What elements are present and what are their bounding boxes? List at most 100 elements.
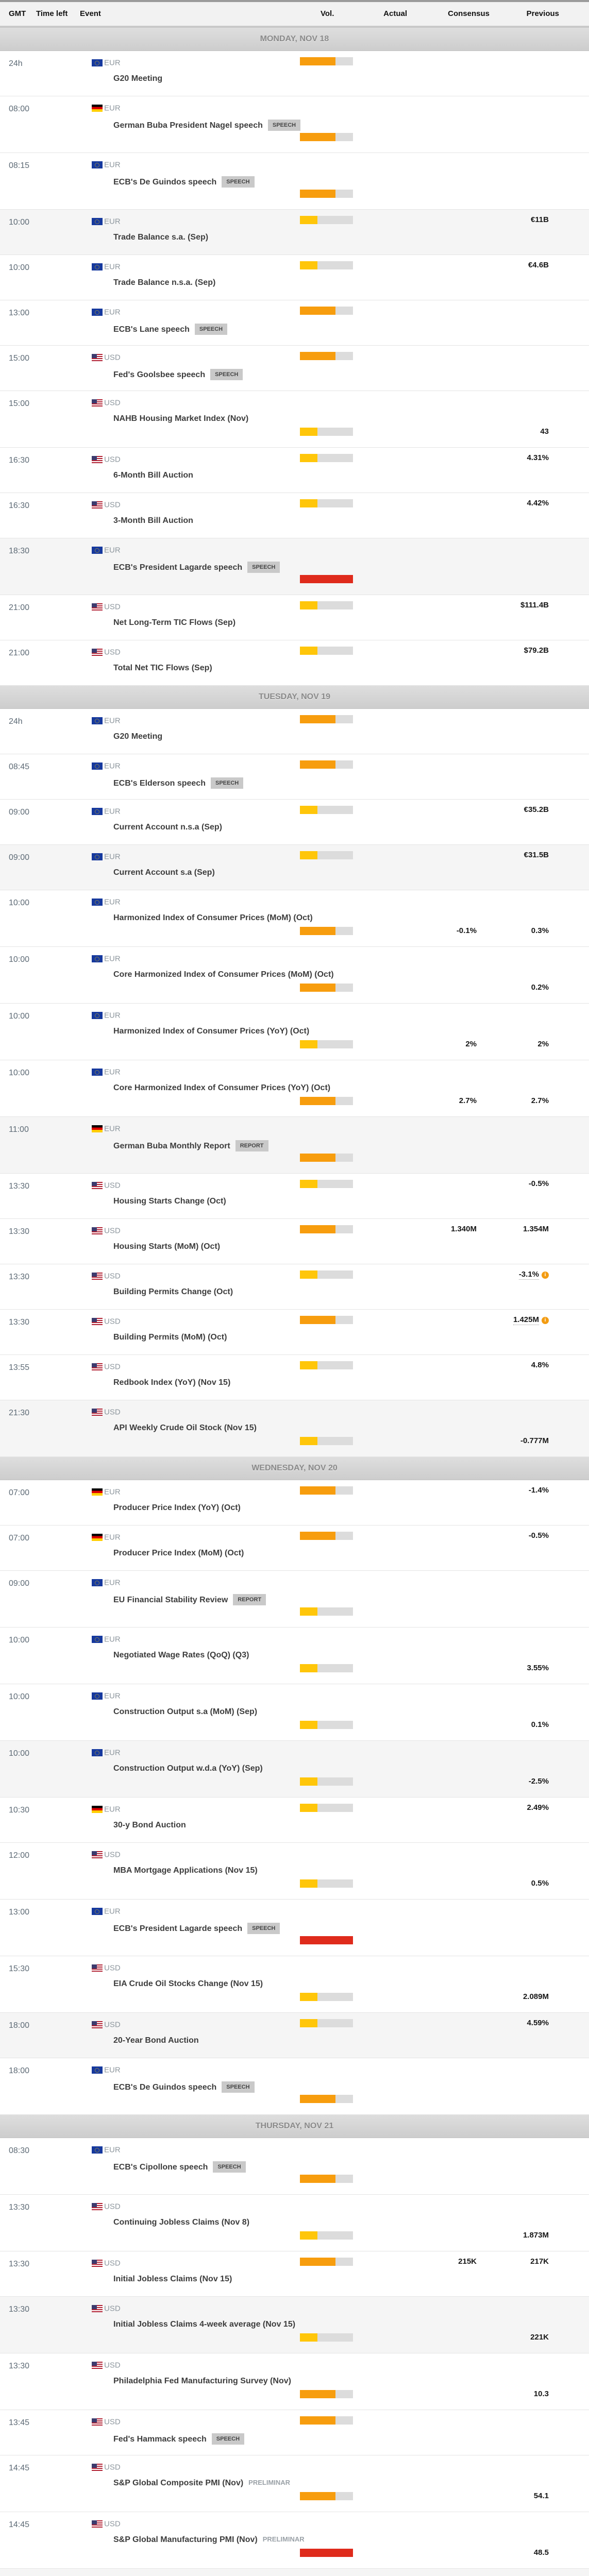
event-title[interactable]: Housing Starts (MoM) (Oct) [113,1242,221,1251]
eu-flag-icon [92,853,103,860]
event-title[interactable]: Trade Balance n.s.a. (Sep) [113,278,216,287]
event-time: 24h [9,717,23,726]
event-title[interactable]: Total Net TIC Flows (Sep) [113,664,212,672]
event-type-badge: SPEECH [222,176,255,188]
event-title[interactable]: ECB's President Lagarde speech [113,563,243,572]
event-title[interactable]: 3-Month Bill Auction [113,516,193,525]
event-title[interactable]: Trade Balance s.a. (Sep) [113,233,209,242]
eu-flag-icon [92,1907,103,1915]
event-title[interactable]: Building Permits Change (Oct) [113,1287,233,1296]
event-row: 10:00 EUR Harmonized Index of Consumer Pri… [0,890,589,947]
event-row: 18:00 USD 20-Year Bond Auction 4.59% [0,2013,589,2058]
event-title[interactable]: Initial Jobless Claims (Nov 15) [113,2275,232,2283]
event-title[interactable]: Harmonized Index of Consumer Prices (MoM… [113,913,313,922]
event-currency: EUR [104,2065,121,2075]
event-title[interactable]: Construction Output w.d.a (YoY) (Sep) [113,1764,263,1773]
event-title[interactable]: Redbook Index (YoY) (Nov 15) [113,1378,231,1387]
event-country: EUR [92,1907,121,1916]
event-time: 08:30 [9,2146,30,2155]
event-currency: USD [104,398,121,408]
event-row: 08:45 EUR ECB's Elderson speech SPEECH [0,754,589,800]
event-title[interactable]: German Buba Monthly Report [113,1142,230,1150]
event-title[interactable]: Negotiated Wage Rates (QoQ) (Q3) [113,1651,249,1659]
event-title[interactable]: Net Long-Term TIC Flows (Sep) [113,618,236,627]
previous-value: 48.5 [466,2549,549,2557]
volatility-bar [300,575,353,583]
previous-value-text: 2% [537,1040,549,1048]
event-title[interactable]: Continuing Jobless Claims (Nov 8) [113,2218,250,2227]
previous-value-text: 1.354M [523,1225,549,1233]
event-title[interactable]: Core Harmonized Index of Consumer Prices… [113,1083,331,1092]
event-title[interactable]: Initial Jobless Claims 4-week average (N… [113,2320,296,2329]
event-row: 14:45 USD S&P Global Composite PMI (Nov) PR… [0,2455,589,2512]
event-title[interactable]: S&P Global Composite PMI (Nov) [113,2479,244,2487]
event-title[interactable]: ECB's President Lagarde speech [113,1924,243,1933]
eu-flag-icon [92,1011,103,1019]
eu-flag-icon [92,2146,103,2154]
event-title[interactable]: Harmonized Index of Consumer Prices (YoY… [113,1027,310,1036]
volatility-bar [300,1154,353,1162]
eu-flag-icon [92,1635,103,1643]
event-time: 21:00 [9,649,30,657]
event-row: 13:30 USD Building Permits Change (Oct) -3.… [0,1264,589,1310]
info-icon[interactable]: i [542,1317,549,1324]
event-title[interactable]: G20 Meeting [113,74,163,83]
event-title[interactable]: Fed's Goolsbee speech [113,370,206,379]
event-title[interactable]: G20 Meeting [113,732,163,741]
event-title[interactable]: ECB's De Guindos speech [113,2083,217,2092]
event-row: 10:00 EUR Trade Balance n.s.a. (Sep) €4.6B [0,255,589,300]
event-title[interactable]: Philadelphia Fed Manufacturing Survey (N… [113,2377,291,2385]
event-title[interactable]: German Buba President Nagel speech [113,121,263,130]
event-title[interactable]: Construction Output s.a (MoM) (Sep) [113,1707,258,1716]
event-title[interactable]: ECB's Elderson speech [113,779,206,788]
event-country: USD [92,648,121,656]
previous-value: -0.5% [466,1180,549,1188]
event-title[interactable]: ECB's Cipollone speech [113,2163,208,2172]
volatility-bar [300,307,353,315]
volatility-bar [300,1993,353,2001]
event-title[interactable]: Housing Starts Change (Oct) [113,1197,226,1206]
event-title[interactable]: 6-Month Bill Auction [113,471,193,480]
event-row: 09:00 EUR Current Account n.s.a (Sep) €35.2… [0,800,589,845]
event-country: EUR [92,1067,121,1076]
info-icon[interactable]: i [542,1272,549,1279]
event-row: 09:00 EUR Current Account s.a (Sep) €31.5B [0,845,589,890]
event-title[interactable]: Producer Price Index (YoY) (Oct) [113,1503,241,1512]
event-title[interactable]: ECB's De Guindos speech [113,178,217,187]
previous-value: 54.1 [466,2492,549,2500]
event-title[interactable]: EU Financial Stability Review [113,1596,228,1604]
event-title[interactable]: S&P Global Manufacturing PMI (Nov) [113,2535,258,2544]
event-time: 15:00 [9,399,30,408]
event-time: 08:15 [9,161,30,170]
event-country: EUR [92,1124,121,1133]
event-title[interactable]: API Weekly Crude Oil Stock (Nov 15) [113,1423,257,1432]
event-title[interactable]: 20-Year Bond Auction [113,2036,199,2045]
day-separator: TUESDAY, NOV 19 [0,686,589,709]
eu-flag-icon [92,59,103,66]
event-row: 10:00 EUR Trade Balance s.a. (Sep) €11B [0,210,589,255]
event-time: 11:00 [9,1125,29,1134]
event-title[interactable]: Building Permits (MoM) (Oct) [113,1333,227,1342]
us-flag-icon [92,2361,103,2369]
event-currency: EUR [104,1805,121,1814]
event-title[interactable]: Producer Price Index (MoM) (Oct) [113,1549,244,1557]
event-title[interactable]: Current Account n.s.a (Sep) [113,823,222,832]
event-title[interactable]: Core Harmonized Index of Consumer Prices… [113,970,334,979]
event-country: USD [92,1850,121,1859]
event-type-badge: SPEECH [210,777,244,789]
event-title[interactable]: Fed's Hammack speech [113,2435,207,2444]
event-title[interactable]: NAHB Housing Market Index (Nov) [113,414,249,423]
event-row: 09:00 EUR EU Financial Stability Review REP… [0,1571,589,1628]
event-row: 13:30 USD Building Permits (MoM) (Oct) 1.42… [0,1310,589,1355]
event-country: EUR [92,897,121,906]
event-title[interactable]: ECB's Lane speech [113,325,190,334]
eu-flag-icon [92,546,103,554]
event-currency: USD [104,353,121,362]
event-title[interactable]: EIA Crude Oil Stocks Change (Nov 15) [113,1979,263,1988]
previous-value: 1.873M [466,2231,549,2240]
event-title[interactable]: Current Account s.a (Sep) [113,868,215,877]
event-title[interactable]: MBA Mortgage Applications (Nov 15) [113,1866,258,1875]
event-country: USD [92,1272,121,1280]
event-title[interactable]: 30-y Bond Auction [113,1821,186,1829]
volatility-bar [300,2231,353,2240]
